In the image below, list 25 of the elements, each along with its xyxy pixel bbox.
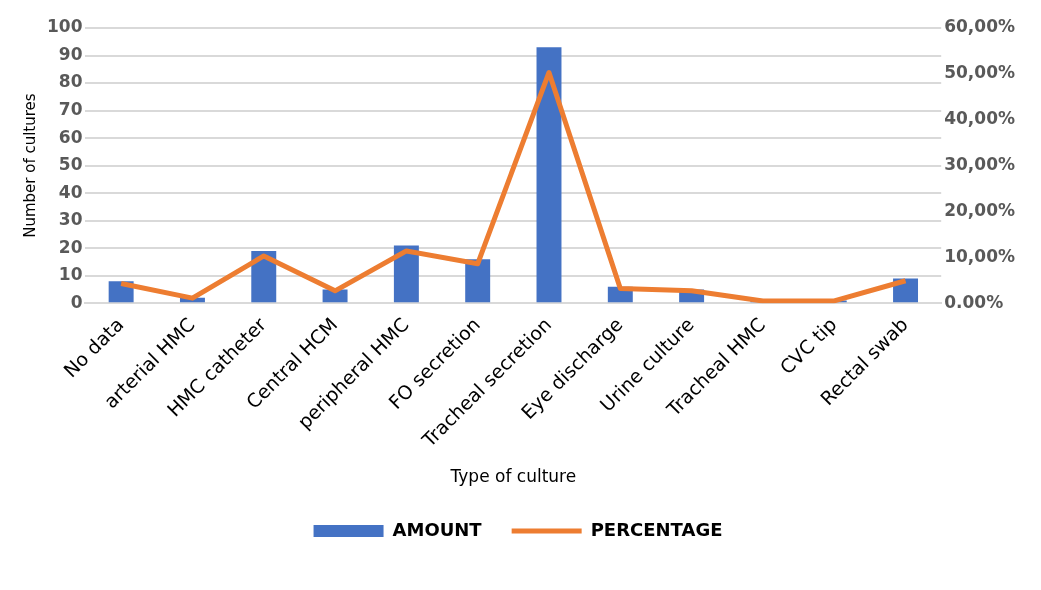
bar	[393, 245, 419, 303]
y-tick-label: 60	[58, 126, 83, 147]
y2-tick-label: 0.00%	[944, 291, 1004, 312]
bar	[465, 259, 491, 303]
y-axis-title: Number of cultures	[20, 93, 39, 238]
y2-tick-label: 10,00%	[944, 245, 1016, 266]
y-tick-label: 0	[70, 291, 83, 312]
y2-tick-label: 60,00%	[944, 16, 1016, 37]
legend-label: PERCENTAGE	[590, 518, 723, 540]
y-tick-label: 80	[58, 71, 83, 92]
y-tick-label: 70	[58, 98, 83, 119]
y-tick-label: 10	[58, 264, 83, 285]
x-axis-title: Type of culture	[449, 466, 577, 487]
y2-tick-label: 30,00%	[944, 154, 1016, 175]
y-tick-label: 90	[58, 43, 83, 64]
y-tick-label: 40	[58, 181, 83, 202]
y2-tick-label: 20,00%	[944, 199, 1016, 220]
y-tick-label: 20	[58, 236, 83, 257]
y-tick-label: 30	[58, 209, 83, 230]
bar	[536, 47, 562, 303]
legend-label: AMOUNT	[392, 518, 483, 540]
y-tick-label: 100	[46, 16, 83, 37]
y2-tick-label: 50,00%	[944, 62, 1016, 83]
y2-tick-label: 40,00%	[944, 108, 1016, 129]
y-tick-label: 50	[58, 154, 83, 175]
